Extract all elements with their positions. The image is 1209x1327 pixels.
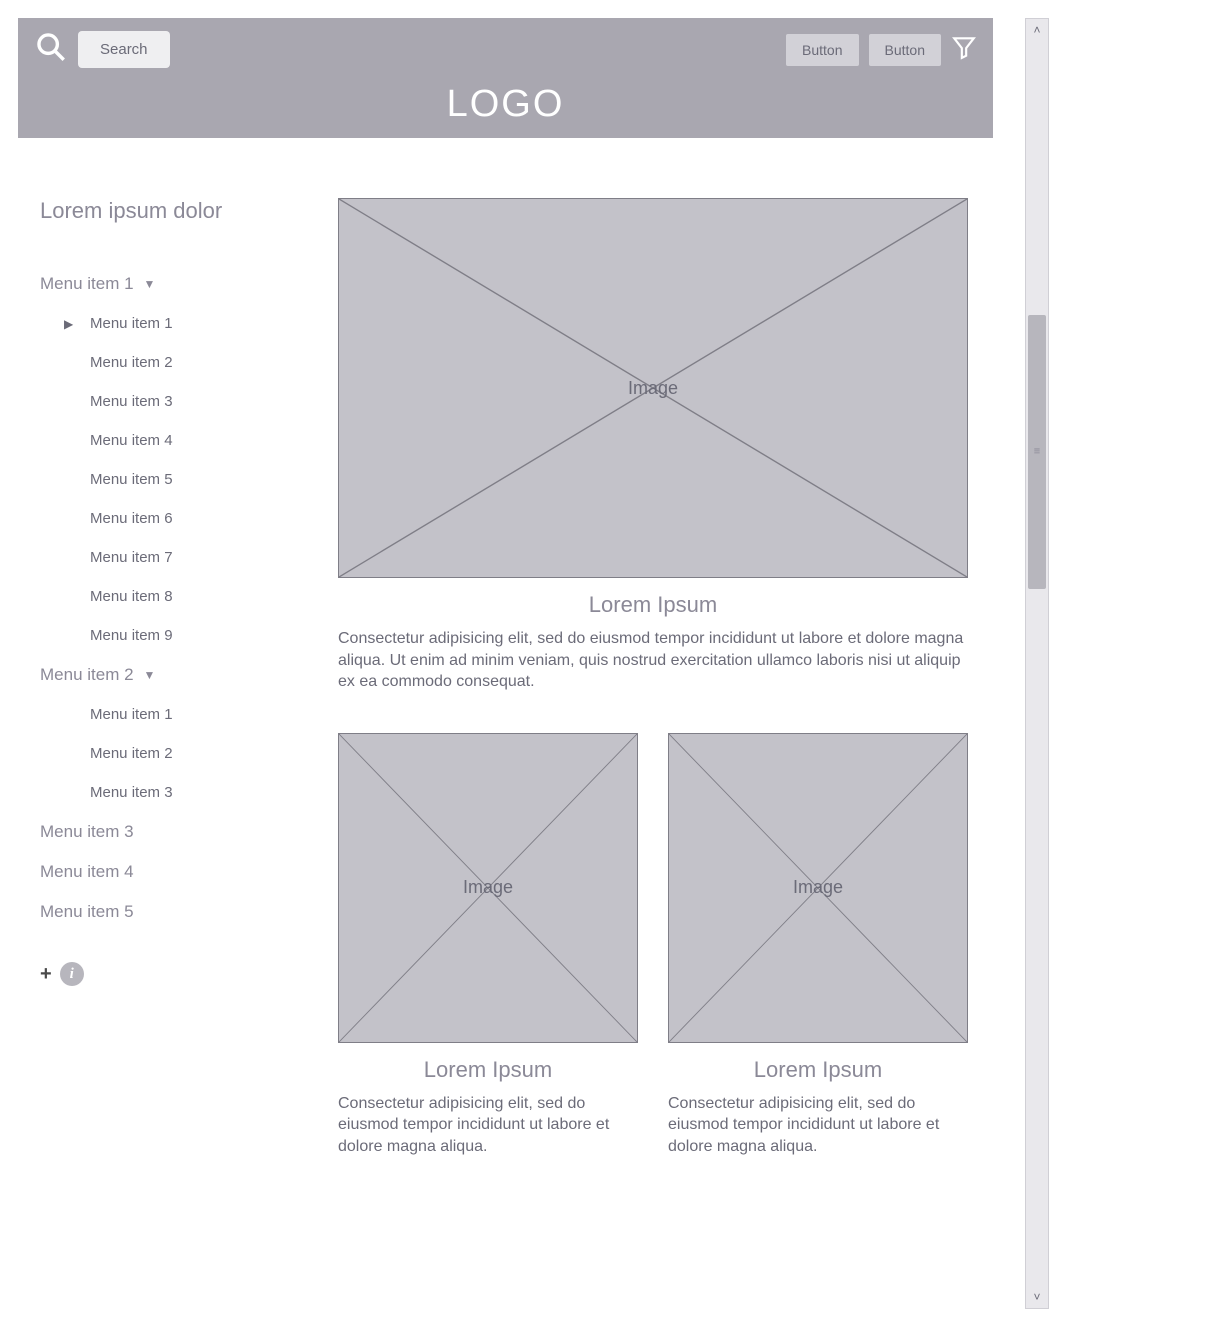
search-button[interactable]: Search xyxy=(78,31,170,68)
header: Search Button Button LOGO xyxy=(18,18,993,138)
submenu-1-item-9[interactable]: Menu item 9 xyxy=(90,616,308,655)
submenu-item-label: Menu item 1 xyxy=(90,315,173,332)
scroll-track[interactable]: ≡ xyxy=(1026,41,1048,1286)
menu-top-4-label: Menu item 4 xyxy=(40,862,134,882)
scroll-grip-icon: ≡ xyxy=(1028,446,1046,457)
submenu-2: Menu item 1 Menu item 2 Menu item 3 xyxy=(40,695,308,812)
hero-image-placeholder: Image xyxy=(338,198,968,578)
submenu-1-item-7[interactable]: Menu item 7 xyxy=(90,538,308,577)
menu-top-3-label: Menu item 3 xyxy=(40,822,134,842)
header-button-1[interactable]: Button xyxy=(786,34,858,66)
submenu-1: ▶ Menu item 1 Menu item 2 Menu item 3 Me… xyxy=(40,304,308,655)
header-right: Button Button xyxy=(786,34,977,66)
card-1-title: Lorem Ipsum xyxy=(338,1057,638,1083)
submenu-item-label: Menu item 2 xyxy=(90,745,173,762)
submenu-item-label: Menu item 1 xyxy=(90,706,173,723)
menu-top-1-label: Menu item 1 xyxy=(40,274,134,294)
submenu-item-label: Menu item 2 xyxy=(90,354,173,371)
submenu-2-item-1[interactable]: Menu item 1 xyxy=(90,695,308,734)
add-icon[interactable]: + xyxy=(40,963,52,986)
card-1: Image Lorem Ipsum Consectetur adipisicin… xyxy=(338,733,638,1158)
submenu-item-label: Menu item 4 xyxy=(90,432,173,449)
hero-title: Lorem Ipsum xyxy=(338,592,968,618)
submenu-item-label: Menu item 3 xyxy=(90,393,173,410)
submenu-1-item-3[interactable]: Menu item 3 xyxy=(90,382,308,421)
page-frame: Search Button Button LOGO Lorem ipsum do… xyxy=(18,18,993,1308)
sidebar-title: Lorem ipsum dolor xyxy=(40,198,308,224)
menu-top-1[interactable]: Menu item 1 ▼ xyxy=(40,264,308,304)
hero-text: Consectetur adipisicing elit, sed do eiu… xyxy=(338,628,968,693)
submenu-1-item-2[interactable]: Menu item 2 xyxy=(90,343,308,382)
scroll-thumb[interactable]: ≡ xyxy=(1028,315,1046,589)
submenu-item-label: Menu item 5 xyxy=(90,471,173,488)
add-row: + i xyxy=(40,962,308,986)
info-icon[interactable]: i xyxy=(60,962,84,986)
image-label: Image xyxy=(463,877,513,898)
submenu-item-label: Menu item 8 xyxy=(90,588,173,605)
menu-top-2-label: Menu item 2 xyxy=(40,665,134,685)
menu-top-2[interactable]: Menu item 2 ▼ xyxy=(40,655,308,695)
chevron-right-icon: ▶ xyxy=(64,317,73,331)
submenu-item-label: Menu item 9 xyxy=(90,627,173,644)
sidebar: Lorem ipsum dolor Menu item 1 ▼ ▶ Menu i… xyxy=(18,198,318,1158)
submenu-1-item-6[interactable]: Menu item 6 xyxy=(90,499,308,538)
menu-top-5-label: Menu item 5 xyxy=(40,902,134,922)
submenu-1-item-5[interactable]: Menu item 5 xyxy=(90,460,308,499)
header-button-2[interactable]: Button xyxy=(869,34,941,66)
vertical-scrollbar[interactable]: ˄ ≡ ˅ xyxy=(1025,18,1049,1309)
card-2-title: Lorem Ipsum xyxy=(668,1057,968,1083)
image-label: Image xyxy=(793,877,843,898)
submenu-1-item-4[interactable]: Menu item 4 xyxy=(90,421,308,460)
logo-text: LOGO xyxy=(18,83,993,126)
card-2: Image Lorem Ipsum Consectetur adipisicin… xyxy=(668,733,968,1158)
main-content: Image Lorem Ipsum Consectetur adipisicin… xyxy=(318,198,993,1158)
cards-row: Image Lorem Ipsum Consectetur adipisicin… xyxy=(338,733,985,1158)
scroll-down-arrow[interactable]: ˅ xyxy=(1033,1286,1040,1308)
menu-top-4[interactable]: Menu item 4 xyxy=(40,852,308,892)
chevron-down-icon: ▼ xyxy=(144,668,156,682)
header-row: Search Button Button xyxy=(34,30,977,69)
submenu-1-item-8[interactable]: Menu item 8 xyxy=(90,577,308,616)
search-icon[interactable] xyxy=(34,30,68,69)
submenu-item-label: Menu item 3 xyxy=(90,784,173,801)
submenu-item-label: Menu item 7 xyxy=(90,549,173,566)
submenu-item-label: Menu item 6 xyxy=(90,510,173,527)
card-2-text: Consectetur adipisicing elit, sed do eiu… xyxy=(668,1093,968,1158)
body: Lorem ipsum dolor Menu item 1 ▼ ▶ Menu i… xyxy=(18,138,993,1158)
submenu-2-item-3[interactable]: Menu item 3 xyxy=(90,773,308,812)
scroll-up-arrow[interactable]: ˄ xyxy=(1033,19,1040,41)
filter-icon[interactable] xyxy=(951,34,977,65)
submenu-2-item-2[interactable]: Menu item 2 xyxy=(90,734,308,773)
menu-top-3[interactable]: Menu item 3 xyxy=(40,812,308,852)
menu-top-5[interactable]: Menu item 5 xyxy=(40,892,308,932)
card-1-image-placeholder: Image xyxy=(338,733,638,1043)
card-2-image-placeholder: Image xyxy=(668,733,968,1043)
card-1-text: Consectetur adipisicing elit, sed do eiu… xyxy=(338,1093,638,1158)
image-label: Image xyxy=(628,378,678,399)
chevron-down-icon: ▼ xyxy=(144,277,156,291)
submenu-1-item-1[interactable]: ▶ Menu item 1 xyxy=(90,304,308,343)
